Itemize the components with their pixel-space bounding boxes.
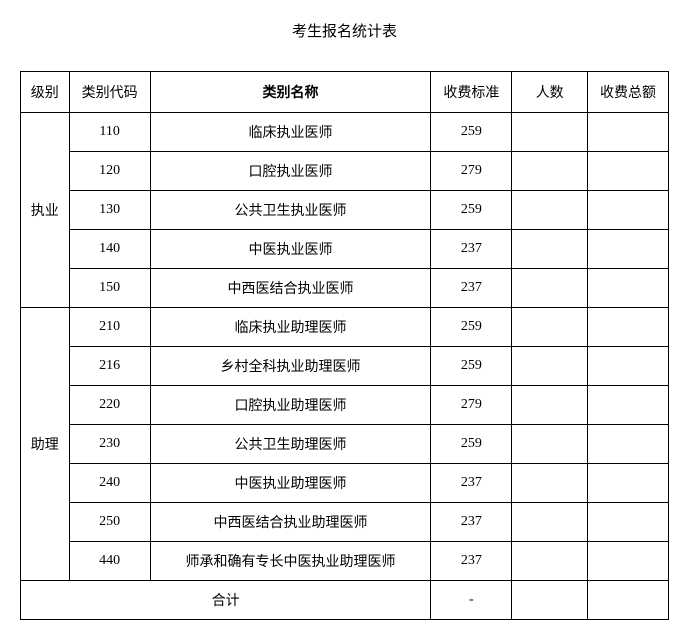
total-cell bbox=[587, 542, 668, 581]
total-cell bbox=[587, 464, 668, 503]
count-cell bbox=[512, 152, 588, 191]
name-cell: 中西医结合执业助理医师 bbox=[150, 503, 431, 542]
total-cell bbox=[587, 191, 668, 230]
code-cell: 230 bbox=[69, 425, 150, 464]
name-cell: 中医执业助理医师 bbox=[150, 464, 431, 503]
count-cell bbox=[512, 425, 588, 464]
level-cell: 执业 bbox=[21, 113, 70, 308]
table-row: 240中医执业助理医师237 bbox=[21, 464, 669, 503]
total-cell bbox=[587, 386, 668, 425]
name-cell: 临床执业助理医师 bbox=[150, 308, 431, 347]
total-cell bbox=[587, 425, 668, 464]
fee-cell: 279 bbox=[431, 152, 512, 191]
table-row: 230公共卫生助理医师259 bbox=[21, 425, 669, 464]
count-cell bbox=[512, 113, 588, 152]
level-cell: 助理 bbox=[21, 308, 70, 581]
total-cell bbox=[587, 230, 668, 269]
code-cell: 130 bbox=[69, 191, 150, 230]
name-cell: 临床执业医师 bbox=[150, 113, 431, 152]
code-cell: 440 bbox=[69, 542, 150, 581]
code-cell: 240 bbox=[69, 464, 150, 503]
code-cell: 220 bbox=[69, 386, 150, 425]
fee-cell: 259 bbox=[431, 347, 512, 386]
total-cell bbox=[587, 347, 668, 386]
code-cell: 140 bbox=[69, 230, 150, 269]
table-row: 216乡村全科执业助理医师259 bbox=[21, 347, 669, 386]
code-cell: 120 bbox=[69, 152, 150, 191]
name-cell: 公共卫生助理医师 bbox=[150, 425, 431, 464]
name-cell: 中医执业医师 bbox=[150, 230, 431, 269]
fee-cell: 237 bbox=[431, 230, 512, 269]
fee-cell: 259 bbox=[431, 308, 512, 347]
table-row: 220口腔执业助理医师279 bbox=[21, 386, 669, 425]
code-cell: 150 bbox=[69, 269, 150, 308]
footer-label-cell: 合计 bbox=[21, 581, 431, 620]
header-total: 收费总额 bbox=[587, 72, 668, 113]
footer-count-cell bbox=[512, 581, 588, 620]
table-row: 助理210临床执业助理医师259 bbox=[21, 308, 669, 347]
code-cell: 110 bbox=[69, 113, 150, 152]
header-level: 级别 bbox=[21, 72, 70, 113]
table-row: 120口腔执业医师279 bbox=[21, 152, 669, 191]
code-cell: 210 bbox=[69, 308, 150, 347]
count-cell bbox=[512, 191, 588, 230]
code-cell: 216 bbox=[69, 347, 150, 386]
name-cell: 口腔执业助理医师 bbox=[150, 386, 431, 425]
total-cell bbox=[587, 269, 668, 308]
count-cell bbox=[512, 347, 588, 386]
total-cell bbox=[587, 113, 668, 152]
table-row: 130公共卫生执业医师259 bbox=[21, 191, 669, 230]
table-row: 140中医执业医师237 bbox=[21, 230, 669, 269]
header-fee-standard: 收费标准 bbox=[431, 72, 512, 113]
total-cell bbox=[587, 308, 668, 347]
name-cell: 乡村全科执业助理医师 bbox=[150, 347, 431, 386]
fee-cell: 259 bbox=[431, 425, 512, 464]
footer-fee-cell: - bbox=[431, 581, 512, 620]
header-count: 人数 bbox=[512, 72, 588, 113]
footer-total-cell bbox=[587, 581, 668, 620]
fee-cell: 259 bbox=[431, 191, 512, 230]
registration-table: 级别 类别代码 类别名称 收费标准 人数 收费总额 执业110临床执业医师259… bbox=[20, 71, 669, 620]
fee-cell: 237 bbox=[431, 503, 512, 542]
page-title: 考生报名统计表 bbox=[20, 20, 669, 41]
code-cell: 250 bbox=[69, 503, 150, 542]
table-row: 150中西医结合执业医师237 bbox=[21, 269, 669, 308]
name-cell: 中西医结合执业医师 bbox=[150, 269, 431, 308]
header-code: 类别代码 bbox=[69, 72, 150, 113]
footer-row: 合计- bbox=[21, 581, 669, 620]
name-cell: 口腔执业医师 bbox=[150, 152, 431, 191]
count-cell bbox=[512, 386, 588, 425]
table-row: 440师承和确有专长中医执业助理医师237 bbox=[21, 542, 669, 581]
count-cell bbox=[512, 308, 588, 347]
table-header-row: 级别 类别代码 类别名称 收费标准 人数 收费总额 bbox=[21, 72, 669, 113]
name-cell: 师承和确有专长中医执业助理医师 bbox=[150, 542, 431, 581]
fee-cell: 237 bbox=[431, 464, 512, 503]
total-cell bbox=[587, 152, 668, 191]
count-cell bbox=[512, 464, 588, 503]
table-row: 250中西医结合执业助理医师237 bbox=[21, 503, 669, 542]
count-cell bbox=[512, 269, 588, 308]
count-cell bbox=[512, 542, 588, 581]
name-cell: 公共卫生执业医师 bbox=[150, 191, 431, 230]
table-row: 执业110临床执业医师259 bbox=[21, 113, 669, 152]
fee-cell: 237 bbox=[431, 542, 512, 581]
header-name: 类别名称 bbox=[150, 72, 431, 113]
fee-cell: 259 bbox=[431, 113, 512, 152]
fee-cell: 237 bbox=[431, 269, 512, 308]
fee-cell: 279 bbox=[431, 386, 512, 425]
total-cell bbox=[587, 503, 668, 542]
count-cell bbox=[512, 503, 588, 542]
count-cell bbox=[512, 230, 588, 269]
